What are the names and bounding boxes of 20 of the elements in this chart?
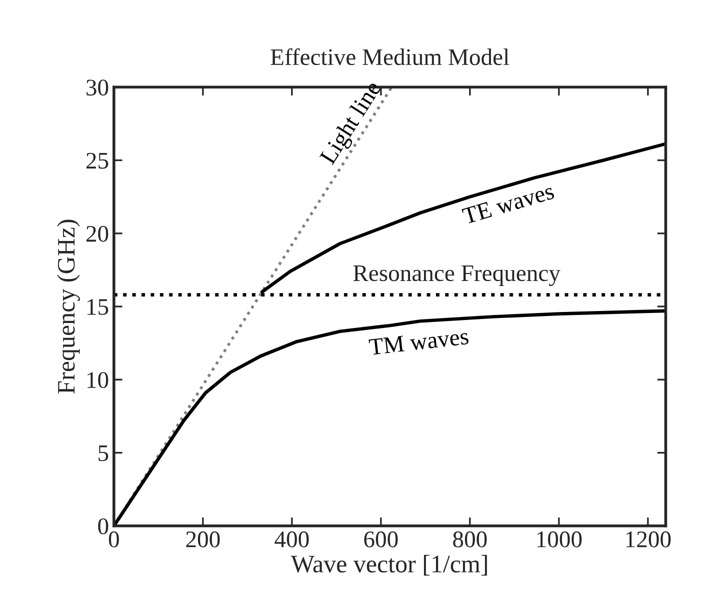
x-tick-label: 800	[453, 531, 487, 548]
ref-line-label: Resonance Frequency	[353, 265, 560, 286]
x-tick-label: 0	[108, 531, 119, 548]
x-tick-label: 400	[274, 531, 309, 548]
x-axis-title: Wave vector [1/cm]	[290, 554, 487, 576]
y-tick-label: 25	[86, 152, 108, 169]
chart-title: Effective Medium Model	[270, 48, 510, 66]
y-tick-label: 20	[86, 226, 108, 242]
y-tick-label: 5	[98, 445, 108, 462]
y-axis-title: Frequency (GHz)	[57, 220, 80, 394]
y-tick-label: 30	[86, 80, 108, 96]
y-tick-label: 0	[98, 518, 108, 534]
text: TM waves	[368, 328, 469, 356]
x-tick-label: 1200	[626, 531, 671, 548]
x-tick-label: 1000	[537, 531, 582, 548]
y-tick-label: 10	[88, 372, 108, 388]
x-tick-label: 600	[364, 531, 398, 548]
text: TE waves	[462, 183, 555, 224]
y-tick-label: 15	[88, 299, 108, 315]
x-tick-label: 200	[186, 531, 220, 548]
